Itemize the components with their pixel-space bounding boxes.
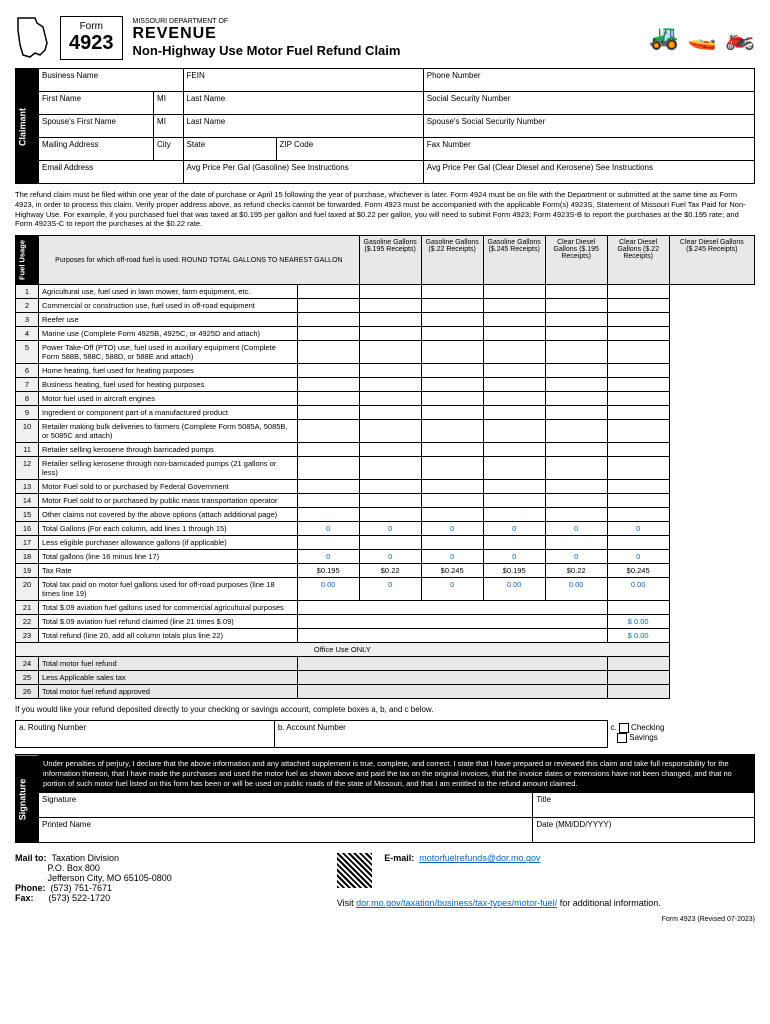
form-revision: Form 4923 (Revised 07-2023) [337, 916, 755, 923]
fein-field[interactable]: FEIN [183, 69, 423, 92]
usage-row-8[interactable]: 8Motor fuel used in aircraft engines [16, 392, 755, 406]
claimant-section: Claimant Business Name FEIN Phone Number… [15, 68, 755, 184]
col-diesel-22: Clear Diesel Gallons ($.22 Receipts) [607, 236, 669, 285]
usage-row-16[interactable]: 16Total Gallons (For each column, add li… [16, 522, 755, 536]
tractor-icon: 🚜 [649, 23, 679, 52]
revenue-logo: REVENUE [133, 25, 401, 43]
col-gas-195: Gasoline Gallons ($.195 Receipts) [359, 236, 421, 285]
col-gas-22: Gasoline Gallons ($.22 Receipts) [421, 236, 483, 285]
fuel-usage-table: Fuel Usage Purposes for which off-road f… [15, 235, 755, 699]
usage-row-17[interactable]: 17Less eligible purchaser allowance gall… [16, 536, 755, 550]
spouse-last-field[interactable]: Last Name [183, 115, 423, 138]
spouse-ssn-field[interactable]: Spouse's Social Security Number [423, 115, 754, 138]
usage-row-3[interactable]: 3Reefer use [16, 313, 755, 327]
usage-row-23[interactable]: 23Total refund (line 20, add all column … [16, 629, 755, 643]
form-number-box: Form 4923 [60, 16, 123, 60]
col-diesel-195: Clear Diesel Gallons ($.195 Receipts) [545, 236, 607, 285]
city-field[interactable]: City [154, 138, 184, 161]
printed-name-field[interactable]: Printed Name [39, 818, 533, 843]
office-row-26: 26Total motor fuel refund approved [16, 685, 755, 699]
office-row-24: 24Total motor fuel refund [16, 657, 755, 671]
signature-side-label: Signature [16, 755, 39, 843]
spouse-first-field[interactable]: Spouse's First Name [39, 115, 154, 138]
dept-label: MISSOURI DEPARTMENT OF [133, 18, 401, 25]
fax-field[interactable]: Fax Number [423, 138, 754, 161]
email-link[interactable]: motorfuelrefunds@dor.mo.gov [419, 853, 540, 863]
first-name-field[interactable]: First Name [39, 92, 154, 115]
usage-row-13[interactable]: 13Motor Fuel sold to or purchased by Fed… [16, 480, 755, 494]
spouse-mi-field[interactable]: MI [154, 115, 184, 138]
signature-section: Signature Under penalties of perjury, I … [15, 754, 755, 843]
office-use-label: Office Use ONLY [16, 643, 670, 657]
deposit-text: If you would like your refund deposited … [15, 705, 755, 714]
missouri-outline-icon [15, 15, 50, 60]
account-type: c. Checking Savings [607, 721, 755, 748]
usage-row-2[interactable]: 2Commercial or construction use, fuel us… [16, 299, 755, 313]
boat-icon: 🚤 [687, 23, 717, 52]
usage-row-7[interactable]: 7Business heating, fuel used for heating… [16, 378, 755, 392]
usage-row-21[interactable]: 21Total $.09 aviation fuel gallons used … [16, 601, 755, 615]
usage-row-14[interactable]: 14Motor Fuel sold to or purchased by pub… [16, 494, 755, 508]
usage-row-10[interactable]: 10Retailer making bulk deliveries to far… [16, 420, 755, 443]
title-field[interactable]: Title [533, 793, 755, 818]
phone-field[interactable]: Phone Number [423, 69, 754, 92]
avg-gas-field[interactable]: Avg Price Per Gal (Gasoline) See Instruc… [183, 161, 423, 184]
mailing-field[interactable]: Mailing Address [39, 138, 154, 161]
usage-row-5[interactable]: 5Power Take-Off (PTO) use, fuel used in … [16, 341, 755, 364]
usage-row-19[interactable]: 19Tax Rate$0.195$0.22$0.245$0.195$0.22$0… [16, 564, 755, 578]
date-field[interactable]: Date (MM/DD/YYYY) [533, 818, 755, 843]
account-field[interactable]: b. Account Number [274, 721, 607, 748]
footer: Mail to: Taxation Division P.O. Box 800 … [15, 853, 755, 923]
savings-checkbox[interactable] [617, 733, 627, 743]
office-row-25: 25Less Applicable sales tax [16, 671, 755, 685]
deposit-section: a. Routing Number b. Account Number c. C… [15, 720, 755, 748]
usage-row-22[interactable]: 22Total $.09 aviation fuel refund claime… [16, 615, 755, 629]
vehicle-icons: 🚜 🚤 🏍️ [649, 23, 755, 52]
form-title: Non-Highway Use Motor Fuel Refund Claim [133, 43, 401, 58]
routing-field[interactable]: a. Routing Number [16, 721, 275, 748]
avg-diesel-field[interactable]: Avg Price Per Gal (Clear Diesel and Kero… [423, 161, 754, 184]
url-link[interactable]: dor.mo.gov/taxation/business/tax-types/m… [356, 898, 557, 908]
usage-row-12[interactable]: 12Retailer selling kerosene through non-… [16, 457, 755, 480]
motorcycle-icon: 🏍️ [725, 23, 755, 52]
usage-row-1[interactable]: 1Agricultural use, fuel used in lawn mow… [16, 285, 755, 299]
usage-row-20[interactable]: 20Total tax paid on motor fuel gallons u… [16, 578, 755, 601]
mi-field[interactable]: MI [154, 92, 184, 115]
last-name-field[interactable]: Last Name [183, 92, 423, 115]
state-field[interactable]: State [183, 138, 276, 161]
ssn-field[interactable]: Social Security Number [423, 92, 754, 115]
form-header: Form 4923 MISSOURI DEPARTMENT OF REVENUE… [15, 15, 755, 60]
business-name-field[interactable]: Business Name [39, 69, 184, 92]
usage-header: Purposes for which off-road fuel is used… [39, 236, 360, 285]
qr-code-icon [337, 853, 372, 888]
usage-row-11[interactable]: 11Retailer selling kerosene through barr… [16, 443, 755, 457]
checking-checkbox[interactable] [619, 723, 629, 733]
claimant-side-label: Claimant [16, 69, 39, 184]
usage-side-label: Fuel Usage [16, 236, 39, 285]
col-gas-245: Gasoline Gallons ($.245 Receipts) [483, 236, 545, 285]
perjury-text: Under penalties of perjury, I declare th… [39, 755, 755, 793]
usage-row-18[interactable]: 18Total gallons (line 16 minus line 17)0… [16, 550, 755, 564]
zip-field[interactable]: ZIP Code [276, 138, 423, 161]
usage-row-4[interactable]: 4Marine use (Complete Form 4925B, 4925C,… [16, 327, 755, 341]
instructions-text: The refund claim must be filed within on… [15, 190, 755, 229]
usage-row-6[interactable]: 6Home heating, fuel used for heating pur… [16, 364, 755, 378]
usage-row-15[interactable]: 15Other claims not covered by the above … [16, 508, 755, 522]
email-field[interactable]: Email Address [39, 161, 184, 184]
col-diesel-245: Clear Diesel Gallons ($.245 Receipts) [669, 236, 754, 285]
usage-row-9[interactable]: 9Ingredient or component part of a manuf… [16, 406, 755, 420]
signature-field[interactable]: Signature [39, 793, 533, 818]
